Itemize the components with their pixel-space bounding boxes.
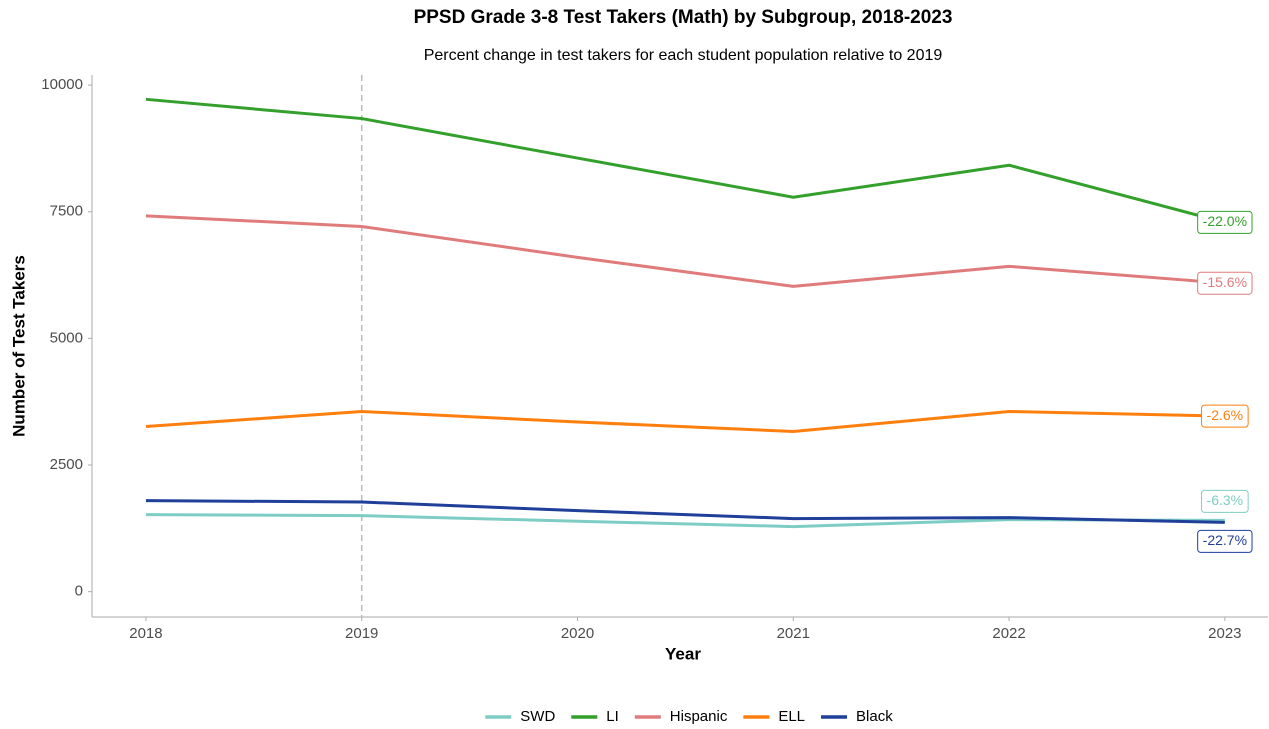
end-label-box	[1197, 529, 1253, 553]
x-tick-label: 2019	[345, 625, 378, 642]
y-tick-label: 5000	[50, 329, 83, 346]
end-label-text: -22.0%	[1203, 213, 1247, 229]
legend-label: ELL	[778, 708, 805, 725]
end-label: -6.3%	[1201, 489, 1249, 513]
x-tick-label: 2020	[561, 625, 594, 642]
series-line	[145, 499, 1225, 524]
end-label-box	[1201, 489, 1249, 513]
legend: SWD LI Hispanic ELL Black	[485, 708, 893, 725]
legend-label: SWD	[520, 708, 555, 725]
x-tick-label: 2022	[992, 625, 1025, 642]
legend-label: Black	[856, 708, 893, 725]
end-label-box	[1197, 271, 1253, 295]
chart-subtitle: Percent change in test takers for each s…	[424, 47, 943, 64]
legend-label: Hispanic	[670, 708, 728, 725]
chart-title: PPSD Grade 3-8 Test Takers (Math) by Sub…	[414, 7, 953, 28]
series-line	[145, 214, 1225, 288]
end-label: -22.0%	[1197, 210, 1253, 234]
end-label: -15.6%	[1197, 271, 1253, 295]
end-label-box	[1201, 404, 1249, 428]
series-line	[145, 409, 1225, 434]
end-label-box	[1197, 210, 1253, 234]
y-tick-label: 0	[75, 583, 83, 600]
end-label-text: -2.6%	[1207, 407, 1244, 423]
x-tick-label: 2018	[129, 625, 162, 642]
end-label: -2.6%	[1201, 404, 1249, 428]
end-label-text: -6.3%	[1207, 492, 1244, 508]
series-line	[145, 513, 1225, 529]
y-tick-label: 10000	[41, 76, 83, 93]
y-tick-label: 7500	[50, 203, 83, 220]
end-label: -22.7%	[1197, 529, 1253, 553]
end-label-text: -22.7%	[1203, 532, 1247, 548]
y-tick-label: 2500	[50, 456, 83, 473]
x-tick-label: 2021	[777, 625, 810, 642]
series-line	[145, 97, 1226, 224]
x-axis-label: Year	[665, 644, 701, 663]
end-label-text: -15.6%	[1203, 274, 1247, 290]
x-tick-label: 2023	[1208, 625, 1241, 642]
legend-label: LI	[606, 708, 619, 725]
y-axis-label: Number of Test Takers	[9, 255, 28, 437]
